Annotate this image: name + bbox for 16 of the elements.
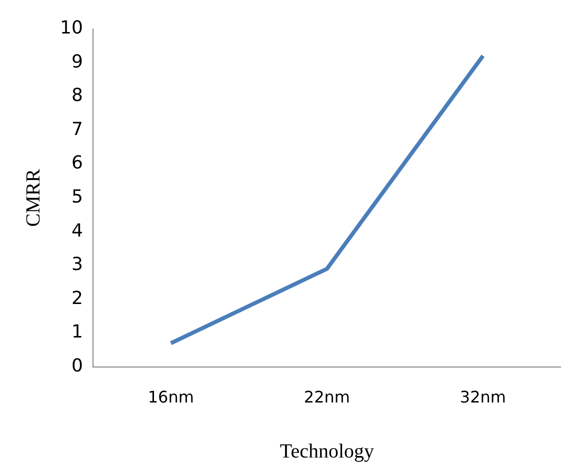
y-tick-label: 0	[71, 355, 83, 376]
y-tick-label: 7	[71, 118, 83, 140]
y-tick-label: 6	[71, 152, 83, 174]
y-tick-label: 1	[71, 322, 83, 343]
x-tick-label: 32nm	[460, 388, 506, 407]
y-tick-label: 8	[71, 85, 83, 106]
y-tick-label: 3	[71, 254, 83, 276]
y-tick-label: 2	[71, 288, 83, 309]
y-tick-label: 9	[71, 51, 83, 72]
x-tick-label: 22nm	[304, 388, 350, 407]
y-tick-label: 4	[71, 220, 83, 242]
x-axis-title: Technology	[280, 440, 374, 462]
y-tick-label: 5	[71, 186, 83, 208]
y-axis-title: CMRR	[22, 168, 44, 227]
y-tick-label: 10	[60, 17, 83, 38]
x-tick-label: 16nm	[148, 388, 194, 407]
